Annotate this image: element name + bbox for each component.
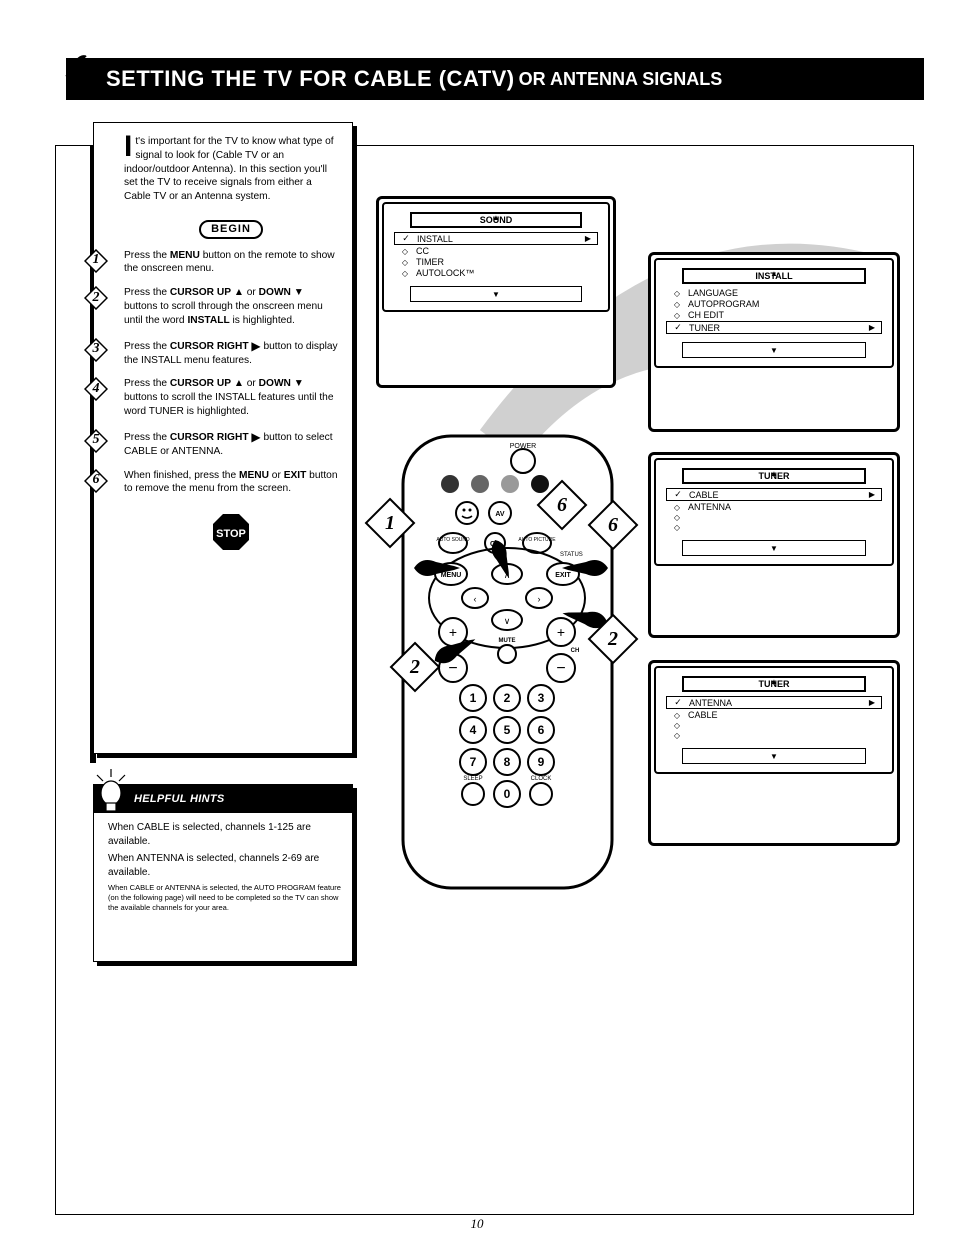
svg-text:−: −: [556, 660, 565, 677]
intro-text-body: t's important for the TV to know what ty…: [124, 136, 334, 202]
osd-item: ◇ANTENNA: [666, 502, 882, 512]
osd-item: ◇TIMER: [394, 257, 598, 267]
svg-text:8: 8: [504, 755, 511, 769]
step-diamond: 5: [84, 429, 108, 453]
title-bar: SETTING THE TV FOR CABLE (CATV) OR ANTEN…: [66, 58, 924, 100]
osd-tuner-antenna: TUNER ✓ANTENNA▶◇CABLE◇◇: [648, 660, 900, 846]
svg-text:9: 9: [538, 755, 545, 769]
step-6: 6When finished, press the MENU or EXIT b…: [106, 469, 338, 497]
bulb-icon: [91, 765, 131, 820]
hand-icon: [412, 548, 462, 588]
svg-text:CH: CH: [571, 648, 580, 654]
callout-diamond: 2: [389, 641, 441, 693]
step-4: 4Press the CURSOR UP ▲ or DOWN ▼ buttons…: [106, 377, 338, 418]
osd-r2-up: TUNER: [682, 468, 866, 484]
title-main: SETTING THE TV FOR CABLE (CATV): [106, 66, 515, 92]
svg-text:AUTO SOUND: AUTO SOUND: [436, 537, 470, 543]
title-sub: OR ANTENNA SIGNALS: [519, 69, 723, 90]
callout-diamond: 6: [587, 499, 639, 551]
intro-text: It's important for the TV to know what t…: [124, 135, 338, 204]
svg-text:AV: AV: [495, 511, 505, 518]
osd-main: SOUND ✓INSTALL▶◇CC◇TIMER◇AUTOLOCK™: [376, 196, 616, 388]
svg-text:SLEEP: SLEEP: [463, 776, 482, 782]
osd-item: ◇CABLE: [666, 710, 882, 720]
svg-text:3: 3: [538, 691, 545, 705]
callout-diamond: 1: [364, 497, 416, 549]
step-diamond: 1: [84, 249, 108, 273]
svg-text:›: ›: [538, 594, 541, 604]
callout-diamond: 6: [536, 479, 588, 531]
svg-text:STOP: STOP: [216, 528, 246, 540]
svg-text:CLOCK: CLOCK: [531, 776, 552, 782]
osd-r3-up: TUNER: [682, 676, 866, 692]
step-diamond: 6: [84, 469, 108, 493]
begin-badge: BEGIN: [199, 220, 263, 239]
tip-line: When ANTENNA is selected, channels 2-69 …: [108, 852, 342, 879]
osd-item: ✓CABLE▶: [666, 488, 882, 501]
osd-main-down: [410, 286, 582, 302]
osd-item: ◇CC: [394, 246, 598, 256]
osd-item: ✓TUNER▶: [666, 321, 882, 334]
svg-text:2: 2: [504, 691, 511, 705]
svg-text:AUTO PICTURE: AUTO PICTURE: [518, 537, 556, 543]
stop-badge: STOP: [211, 512, 251, 552]
svg-text:5: 5: [504, 723, 511, 737]
step-2: 2Press the CURSOR UP ▲ or DOWN ▼ buttons…: [106, 286, 338, 327]
step-1: 1Press the MENU button on the remote to …: [106, 249, 338, 277]
osd-item: ◇CH EDIT: [666, 310, 882, 320]
tips-body: When CABLE is selected, channels 1-125 a…: [94, 813, 352, 925]
callout-diamond: 2: [587, 613, 639, 665]
osd-item: ◇: [666, 523, 882, 532]
step-diamond: 4: [84, 377, 108, 401]
osd-r1-up: INSTALL: [682, 268, 866, 284]
tip-line: When CABLE is selected, channels 1-125 a…: [108, 821, 342, 848]
svg-text:1: 1: [470, 691, 477, 705]
tips-title: HELPFUL HINTS: [134, 793, 224, 805]
wrench-icon: [62, 52, 96, 86]
svg-text:4: 4: [470, 723, 477, 737]
svg-text:∨: ∨: [504, 616, 511, 626]
osd-item: ◇AUTOLOCK™: [394, 268, 598, 278]
osd-item: ◇: [666, 731, 882, 740]
svg-text:6: 6: [538, 723, 545, 737]
osd-item: ◇: [666, 513, 882, 522]
osd-item: ✓INSTALL▶: [394, 232, 598, 245]
osd-item: ◇: [666, 721, 882, 730]
step-diamond: 3: [84, 338, 108, 362]
osd-item: ✓ANTENNA▶: [666, 696, 882, 709]
osd-install: INSTALL ◇LANGUAGE◇AUTOPROGRAM◇CH EDIT✓TU…: [648, 252, 900, 432]
tip-line: When CABLE or ANTENNA is selected, the A…: [108, 883, 342, 913]
step-diamond: 2: [84, 286, 108, 310]
osd-main-up: SOUND: [410, 212, 582, 228]
osd-tuner-cable: TUNER ✓CABLE▶◇ANTENNA◇◇: [648, 452, 900, 638]
svg-text:‹: ‹: [474, 594, 477, 604]
tips-panel: HELPFUL HINTS When CABLE is selected, ch…: [93, 784, 353, 962]
tips-header: HELPFUL HINTS: [94, 785, 352, 813]
steps-panel: It's important for the TV to know what t…: [93, 122, 353, 754]
svg-text:7: 7: [470, 755, 477, 769]
svg-text:MUTE: MUTE: [499, 638, 516, 644]
osd-r1-down: [682, 342, 866, 358]
osd-item: ◇AUTOPROGRAM: [666, 299, 882, 309]
osd-item: ◇LANGUAGE: [666, 288, 882, 298]
step-3: 3Press the CURSOR RIGHT ▶ button to disp…: [106, 338, 338, 368]
osd-r3-down: [682, 748, 866, 764]
step-5: 5Press the CURSOR RIGHT ▶ button to sele…: [106, 429, 338, 459]
hand-icon: [560, 548, 610, 588]
page-number: 10: [471, 1216, 484, 1232]
osd-r2-down: [682, 540, 866, 556]
svg-text:0: 0: [504, 787, 511, 801]
